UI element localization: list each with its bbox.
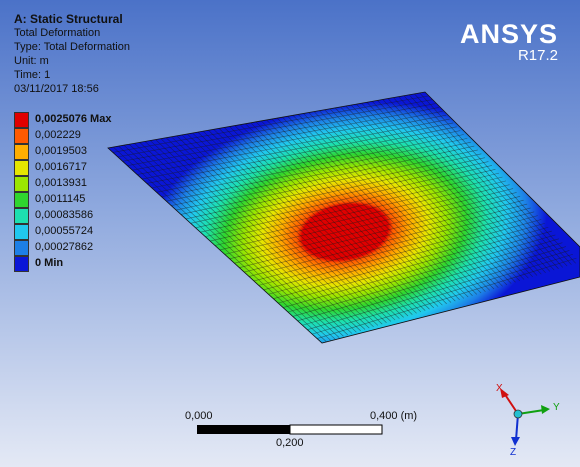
legend-label: 0,00027862	[35, 241, 94, 253]
legend-row[interactable]: 0 Min	[14, 256, 164, 272]
analysis-title: A: Static Structural	[14, 12, 123, 26]
legend-label: 0,002229	[35, 129, 81, 141]
legend-swatch	[14, 240, 29, 256]
legend-swatch	[14, 160, 29, 176]
legend-row[interactable]: 0,00055724	[14, 224, 164, 240]
legend-row[interactable]: 0,0025076 Max	[14, 112, 164, 128]
mesh-lines	[112, 92, 577, 342]
scale-bar-right-label: 0,400 (m)	[370, 410, 418, 422]
legend-swatch	[14, 192, 29, 208]
triad-x-arrowhead	[500, 388, 509, 398]
legend-row[interactable]: 0,0011145	[14, 192, 164, 208]
brand-name: ANSYS	[459, 19, 558, 49]
scale-bar-mid-label: 0,200	[276, 437, 304, 449]
legend-row[interactable]: 0,002229	[14, 128, 164, 144]
legend-label: 0,0016717	[35, 161, 87, 173]
plate-outline	[107, 91, 580, 344]
legend-label: 0,0011145	[35, 193, 86, 205]
triad-x-label: X	[496, 383, 503, 394]
brand-version: R17.2	[517, 47, 558, 64]
legend-label: 0,00055724	[35, 225, 94, 237]
legend-row[interactable]: 0,00027862	[14, 240, 164, 256]
legend-swatch	[14, 128, 29, 144]
triad-y-label: Y	[553, 402, 560, 413]
legend-label: 0,0013931	[35, 177, 87, 189]
result-date: 03/11/2017 18:56	[14, 83, 99, 95]
legend-swatch	[14, 256, 29, 272]
result-type: Type: Total Deformation	[14, 41, 130, 53]
legend-swatch	[14, 208, 29, 224]
triad-origin	[513, 409, 523, 419]
legend-label: 0,00083586	[35, 209, 94, 221]
legend-swatch	[14, 112, 29, 128]
legend-label: 0,0019503	[35, 145, 87, 157]
legend-swatch	[14, 224, 29, 240]
result-time: Time: 1	[14, 69, 51, 81]
legend-row[interactable]: 0,0016717	[14, 160, 164, 176]
legend-row[interactable]: 0,0013931	[14, 176, 164, 192]
scale-bar-left-label: 0,000	[185, 410, 213, 422]
triad-y-arrowhead	[541, 405, 550, 414]
result-name: Total Deformation	[14, 27, 101, 39]
legend-swatch	[14, 144, 29, 160]
result-info-panel: A: Static Structural Total Deformation T…	[14, 12, 130, 96]
legend-label: 0,0025076 Max	[35, 113, 112, 125]
triad-z-label: Z	[510, 447, 517, 458]
triad-z-arrowhead	[511, 437, 520, 446]
result-unit: Unit: m	[14, 55, 49, 67]
legend-swatch	[14, 176, 29, 192]
legend-row[interactable]: 0,0019503	[14, 144, 164, 160]
legend-row[interactable]: 0,00083586	[14, 208, 164, 224]
ansys-logo: ANSYS R17.2	[460, 20, 558, 64]
legend-label: 0 Min	[35, 257, 64, 269]
